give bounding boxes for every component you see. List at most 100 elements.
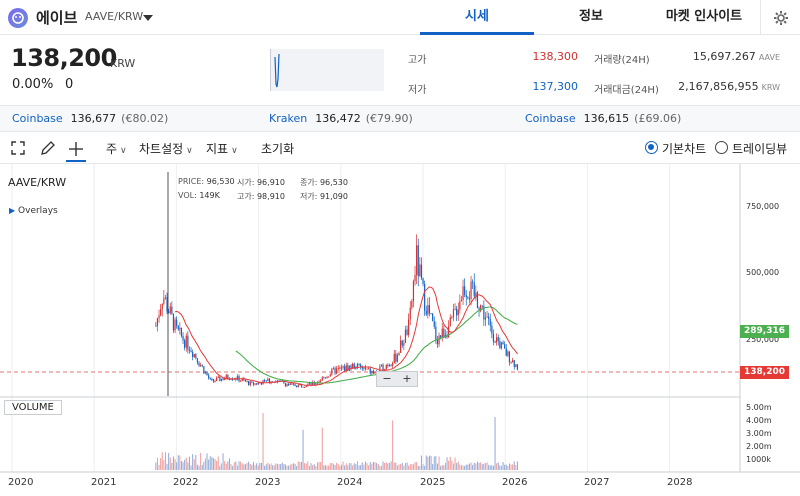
basic-chart-label[interactable]: 기본차트	[662, 142, 707, 156]
candle-body	[332, 368, 335, 370]
candle-body	[424, 283, 426, 311]
volume-bar	[198, 465, 200, 470]
candle-body	[155, 325, 157, 327]
candle-body	[318, 381, 320, 383]
volume-bar	[409, 464, 411, 470]
volume-bar	[504, 464, 506, 470]
volume-bar	[508, 463, 510, 470]
low-price: 137,300	[532, 80, 579, 93]
volume-bar	[267, 462, 269, 470]
volume-bar	[480, 462, 482, 470]
volume-bar	[454, 457, 456, 470]
candle-body	[507, 351, 509, 356]
volume-bar	[220, 463, 222, 470]
overlays-toggle[interactable]: ▶ Overlays	[9, 206, 58, 216]
volume-bar	[331, 462, 333, 470]
volume-bar	[252, 462, 254, 470]
candle-body	[374, 372, 376, 374]
zoom-control: − +	[376, 371, 418, 387]
candle-body	[436, 339, 439, 345]
indicators-dropdown[interactable]: 지표 ∨	[206, 140, 238, 157]
candle-body	[300, 384, 303, 387]
volume-bar	[398, 464, 400, 470]
volume-bar	[260, 462, 262, 470]
candle-body	[476, 292, 479, 308]
volume-bar	[462, 465, 464, 470]
volume-bar	[316, 462, 318, 470]
volume-bar	[414, 462, 416, 470]
pencil-icon[interactable]	[38, 138, 58, 158]
basic-chart-radio[interactable]	[645, 141, 658, 154]
volume-bar	[324, 465, 326, 470]
tab-quote[interactable]: 시세	[420, 0, 534, 35]
tab-info[interactable]: 정보	[579, 9, 603, 24]
volume-bar	[241, 463, 243, 470]
candle-body	[184, 340, 186, 348]
fullscreen-icon[interactable]	[8, 138, 28, 158]
candle-body	[179, 327, 181, 330]
tradingview-label[interactable]: 트레이딩뷰	[732, 142, 788, 156]
candle-body	[460, 299, 463, 302]
volume-bar	[235, 461, 237, 470]
candle-body	[395, 353, 397, 362]
chevron-down-icon: ∨	[231, 146, 238, 156]
price-chart[interactable]: AAVE/KRW ▶ Overlays PRICE: 96,530 시가: 96…	[0, 164, 800, 496]
volume-bar	[430, 455, 432, 470]
chart-settings-label: 차트설정	[139, 142, 184, 156]
volume-bar	[187, 462, 189, 470]
volume-bar	[380, 465, 382, 470]
candle-body	[472, 281, 474, 283]
volume-bar	[155, 462, 157, 470]
tab-market-insight[interactable]: 마켓 인사이트	[665, 9, 743, 24]
value-24h-value: 2,167,856,955	[678, 80, 759, 93]
chart-canvas[interactable]	[0, 164, 800, 496]
volume-bar	[435, 456, 437, 470]
volume-bar	[382, 461, 384, 470]
candle-body	[411, 300, 413, 308]
candle-body	[208, 375, 210, 379]
ohlc-key: PRICE:	[178, 177, 205, 186]
candle-body	[510, 362, 512, 364]
candle-body	[396, 355, 399, 362]
volume-bar	[332, 463, 334, 470]
chart-settings-dropdown[interactable]: 차트설정 ∨	[139, 140, 193, 157]
volume-bar	[390, 461, 392, 470]
candle-body	[462, 286, 464, 300]
crosshair-icon[interactable]	[66, 138, 86, 162]
volume-axis-tick: 4.00m	[746, 416, 772, 425]
volume-bar	[307, 461, 309, 470]
exchange-item[interactable]: Kraken 136,472 (€79.90)	[269, 112, 413, 125]
zoom-out-button[interactable]: −	[382, 372, 392, 385]
exchange-name: Kraken	[269, 112, 308, 125]
candle-body	[398, 352, 400, 356]
volume-bar	[476, 461, 478, 470]
volume-bar	[347, 465, 349, 470]
volume-bar	[196, 464, 198, 470]
volume-bar	[353, 463, 355, 470]
settings-button[interactable]	[760, 0, 800, 35]
candle-body	[366, 368, 368, 370]
volume-bar	[163, 460, 165, 470]
volume-bar	[158, 464, 160, 470]
candle-body	[380, 364, 383, 367]
volume-bar	[216, 460, 218, 470]
volume-bar	[488, 464, 490, 470]
tradingview-radio[interactable]	[715, 141, 728, 154]
candle-body	[387, 364, 389, 367]
ohlc-key: 시가:	[237, 178, 255, 187]
zoom-in-button[interactable]: +	[402, 372, 412, 385]
volume-bar	[294, 463, 296, 470]
candle-body	[473, 282, 475, 297]
year-label: 2026	[502, 477, 528, 488]
candle-body	[302, 386, 304, 388]
volume-bar	[217, 456, 219, 470]
reset-button[interactable]: 초기화	[261, 142, 295, 156]
period-dropdown[interactable]: 주 ∨	[106, 140, 127, 157]
volume-bar	[393, 462, 395, 470]
chevron-down-icon[interactable]	[141, 10, 155, 24]
candle-body	[217, 376, 219, 378]
aave-logo-icon	[8, 8, 28, 28]
volume-bar	[249, 463, 251, 470]
exchange-item[interactable]: Coinbase 136,615 (£69.06)	[525, 112, 681, 125]
exchange-item[interactable]: Coinbase 136,677 (€80.02)	[12, 112, 168, 125]
